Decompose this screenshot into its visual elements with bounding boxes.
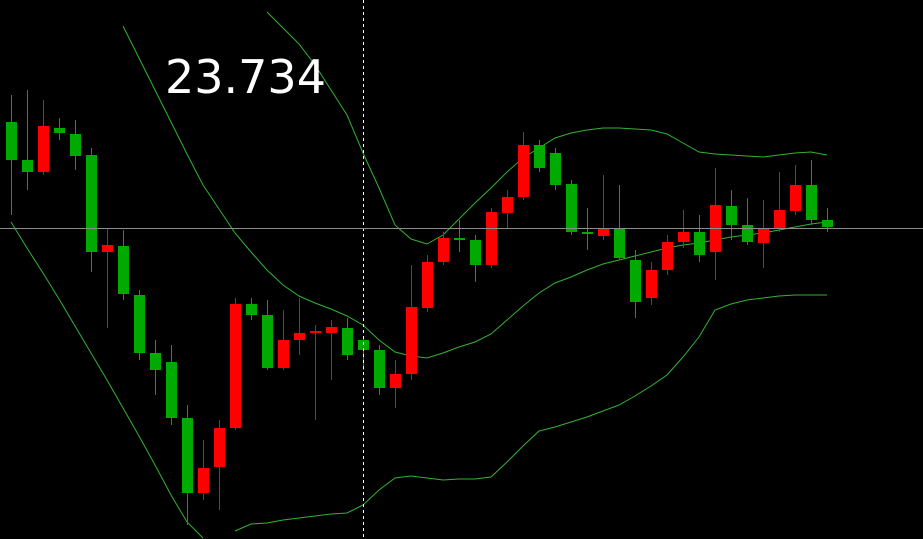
candle-body xyxy=(630,260,641,302)
candle-body xyxy=(678,232,689,242)
candle-body xyxy=(550,153,561,185)
candle-body xyxy=(6,122,17,160)
candle-body xyxy=(694,232,705,255)
candle-body xyxy=(54,128,65,133)
candle-body xyxy=(310,331,321,333)
candle-body xyxy=(390,374,401,388)
candles xyxy=(6,90,833,525)
candle-body xyxy=(806,185,817,220)
candle-body xyxy=(166,362,177,418)
candle-body xyxy=(598,228,609,236)
candle-body xyxy=(246,304,257,315)
candle-body xyxy=(726,206,737,225)
candle-body xyxy=(502,197,513,213)
candle-body xyxy=(262,315,273,368)
band-line xyxy=(266,11,828,245)
bands xyxy=(10,11,828,539)
candle-body xyxy=(214,428,225,467)
candle-body xyxy=(534,145,545,168)
candle-body xyxy=(198,468,209,493)
candle-body xyxy=(278,340,289,368)
candle-body xyxy=(134,295,145,353)
candle-body xyxy=(326,327,337,333)
candle-body xyxy=(822,220,833,227)
band-line xyxy=(10,221,827,539)
candle-body xyxy=(342,328,353,355)
candle-body xyxy=(518,145,529,197)
candle-body xyxy=(470,240,481,265)
candle-body xyxy=(646,270,657,298)
candle-body xyxy=(294,333,305,340)
candle-body xyxy=(374,350,385,388)
candle-body xyxy=(38,126,49,172)
candle-body xyxy=(102,245,113,252)
candle-body xyxy=(86,155,97,252)
band-line xyxy=(122,25,828,359)
candle-body xyxy=(118,246,129,294)
candle-body xyxy=(758,228,769,243)
candle-body xyxy=(406,307,417,374)
candle-body xyxy=(438,238,449,262)
candle-body xyxy=(454,238,465,240)
candle-body xyxy=(182,418,193,493)
candle-body xyxy=(662,242,673,270)
candle-body xyxy=(22,160,33,172)
candle-body xyxy=(614,228,625,258)
crosshair-label: 23.734 xyxy=(165,50,326,104)
candle-body xyxy=(790,185,801,211)
candle-body xyxy=(566,184,577,232)
candle-body xyxy=(230,304,241,428)
candle-body xyxy=(774,210,785,228)
candle-body xyxy=(582,232,593,234)
candle-body xyxy=(742,225,753,242)
candle-body xyxy=(150,353,161,370)
candle-body xyxy=(422,262,433,308)
candle-body xyxy=(486,212,497,265)
candle-body xyxy=(70,134,81,156)
